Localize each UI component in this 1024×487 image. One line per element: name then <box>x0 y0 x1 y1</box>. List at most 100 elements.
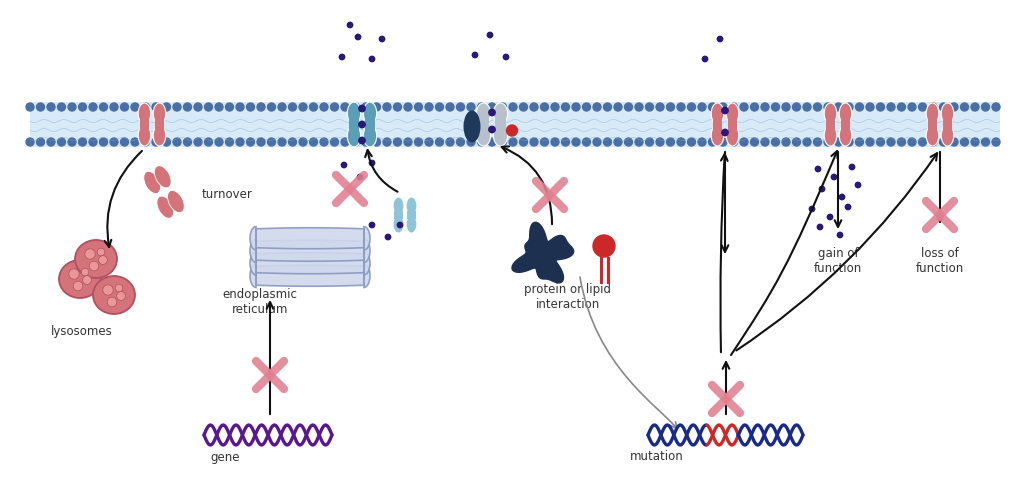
Circle shape <box>267 103 275 111</box>
Circle shape <box>635 138 643 146</box>
Circle shape <box>625 103 633 111</box>
Circle shape <box>719 103 727 111</box>
Circle shape <box>667 103 675 111</box>
Circle shape <box>97 248 104 256</box>
Circle shape <box>897 103 905 111</box>
Circle shape <box>81 268 89 276</box>
Circle shape <box>299 138 307 146</box>
Ellipse shape <box>347 125 360 147</box>
Circle shape <box>99 103 108 111</box>
Circle shape <box>961 103 969 111</box>
Ellipse shape <box>75 240 117 278</box>
Circle shape <box>992 138 1000 146</box>
Circle shape <box>824 103 831 111</box>
Circle shape <box>929 103 937 111</box>
Ellipse shape <box>407 215 417 233</box>
Ellipse shape <box>726 103 738 124</box>
Circle shape <box>278 103 286 111</box>
Circle shape <box>939 138 947 146</box>
Circle shape <box>289 138 297 146</box>
Circle shape <box>971 138 979 146</box>
Circle shape <box>278 138 286 146</box>
Circle shape <box>57 103 66 111</box>
Ellipse shape <box>941 103 953 124</box>
Circle shape <box>247 138 255 146</box>
Circle shape <box>838 232 843 238</box>
Circle shape <box>849 164 855 169</box>
Circle shape <box>709 138 717 146</box>
Text: gain of
function: gain of function <box>814 247 862 275</box>
Circle shape <box>341 138 349 146</box>
Circle shape <box>379 37 385 42</box>
Circle shape <box>855 138 863 146</box>
Circle shape <box>866 138 874 146</box>
Circle shape <box>845 103 853 111</box>
Ellipse shape <box>157 196 174 218</box>
Circle shape <box>677 138 685 146</box>
Circle shape <box>645 138 653 146</box>
Circle shape <box>347 22 352 28</box>
Circle shape <box>89 103 97 111</box>
Ellipse shape <box>726 125 738 146</box>
Circle shape <box>897 138 905 146</box>
Ellipse shape <box>393 215 403 233</box>
Bar <box>408 211 416 219</box>
Bar <box>841 119 850 130</box>
Ellipse shape <box>926 103 939 124</box>
Circle shape <box>614 103 622 111</box>
Circle shape <box>919 103 927 111</box>
Circle shape <box>393 138 401 146</box>
Circle shape <box>457 103 465 111</box>
Bar <box>478 119 488 130</box>
Ellipse shape <box>824 103 837 124</box>
Circle shape <box>110 138 118 146</box>
Circle shape <box>68 138 76 146</box>
Polygon shape <box>250 226 370 250</box>
Circle shape <box>457 138 465 146</box>
Circle shape <box>961 138 969 146</box>
Circle shape <box>698 103 706 111</box>
Circle shape <box>840 194 845 200</box>
Circle shape <box>719 138 727 146</box>
Circle shape <box>656 138 664 146</box>
Circle shape <box>331 103 339 111</box>
Circle shape <box>370 222 375 228</box>
Circle shape <box>37 103 44 111</box>
Ellipse shape <box>712 125 724 146</box>
Circle shape <box>499 103 507 111</box>
Circle shape <box>740 103 748 111</box>
Ellipse shape <box>840 125 852 146</box>
Circle shape <box>740 138 748 146</box>
Circle shape <box>877 138 885 146</box>
Ellipse shape <box>941 125 953 146</box>
Circle shape <box>950 138 958 146</box>
Circle shape <box>824 138 831 146</box>
Circle shape <box>992 103 1000 111</box>
Circle shape <box>677 103 685 111</box>
Circle shape <box>362 103 370 111</box>
Circle shape <box>782 103 790 111</box>
Polygon shape <box>250 239 370 262</box>
Circle shape <box>541 138 549 146</box>
Circle shape <box>467 138 475 146</box>
Circle shape <box>477 138 485 146</box>
Text: endoplasmic
reticulum: endoplasmic reticulum <box>222 288 297 316</box>
Circle shape <box>357 174 362 180</box>
Circle shape <box>687 138 695 146</box>
Circle shape <box>351 138 359 146</box>
Circle shape <box>477 103 485 111</box>
Text: gene: gene <box>210 450 240 464</box>
Ellipse shape <box>476 103 490 124</box>
Circle shape <box>79 103 86 111</box>
Polygon shape <box>512 222 573 283</box>
Circle shape <box>908 138 916 146</box>
Circle shape <box>393 103 401 111</box>
Circle shape <box>194 103 202 111</box>
Ellipse shape <box>464 111 480 143</box>
Bar <box>30 102 1000 147</box>
Circle shape <box>373 138 381 146</box>
Bar <box>825 119 836 130</box>
Circle shape <box>971 103 979 111</box>
Circle shape <box>117 292 125 300</box>
Circle shape <box>373 103 381 111</box>
